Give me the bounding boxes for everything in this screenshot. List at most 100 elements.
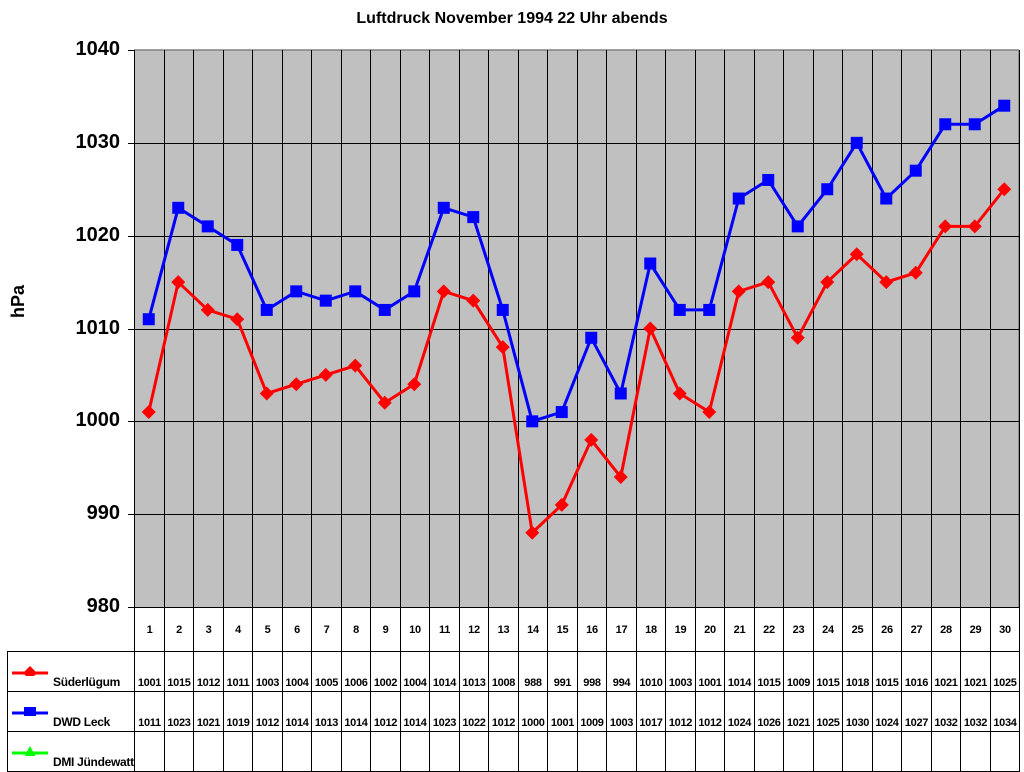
data-cell: 1025: [990, 651, 1020, 692]
x-category-label: 26: [872, 607, 902, 652]
data-cell: [459, 731, 489, 772]
series-dwd-leck: [142, 99, 1011, 428]
data-cell: [813, 731, 843, 772]
chart-title: Luftdruck November 1994 22 Uhr abends: [356, 10, 668, 27]
x-category-label: 14: [518, 607, 548, 652]
data-cell: 1003: [665, 651, 696, 692]
data-cell: 1032: [931, 691, 961, 732]
data-cell: 1017: [636, 691, 666, 732]
data-cell: 1014: [724, 651, 755, 692]
x-category-label: 5: [252, 607, 283, 652]
data-cell: 1019: [223, 691, 253, 732]
data-cell: [311, 731, 342, 772]
data-cell: 1012: [695, 691, 725, 732]
x-category-label: 29: [960, 607, 991, 652]
x-category-label: 1: [134, 607, 165, 652]
data-cell: 1024: [724, 691, 755, 732]
data-cell: 1001: [134, 651, 165, 692]
data-cell: 1014: [429, 651, 460, 692]
x-category-label: 4: [223, 607, 253, 652]
data-cell: 1023: [429, 691, 460, 732]
data-cell: [636, 731, 666, 772]
table-row: DMI Jündewatt: [7, 731, 1020, 772]
y-tick-label: 990: [86, 502, 120, 525]
data-cell: 1021: [960, 651, 991, 692]
data-cell: [872, 731, 902, 772]
x-category-label: 18: [636, 607, 666, 652]
data-cell: 1001: [695, 651, 725, 692]
data-cell: 1010: [636, 651, 666, 692]
data-cell: [931, 731, 961, 772]
data-cell: [193, 731, 224, 772]
x-category-label: 15: [547, 607, 578, 652]
data-cell: 1009: [783, 651, 814, 692]
data-cell: 1014: [282, 691, 312, 732]
data-cell: 1022: [459, 691, 489, 732]
data-cell: 1026: [754, 691, 784, 732]
y-tick-label: 1000: [75, 409, 121, 432]
data-cell: [901, 731, 932, 772]
data-cell: 1030: [842, 691, 873, 732]
data-cell: [842, 731, 873, 772]
legend-entry: Süderlügum: [7, 651, 135, 692]
legend-label: DWD Leck: [53, 715, 110, 729]
data-cell: [341, 731, 371, 772]
y-tick-label: 1020: [75, 223, 121, 246]
legend-entry: DMI Jündewatt: [7, 731, 135, 772]
x-category-label: 27: [901, 607, 932, 652]
data-cell: 1014: [341, 691, 371, 732]
data-cell: 1013: [459, 651, 489, 692]
x-category-label: 23: [783, 607, 814, 652]
data-cell: 1021: [193, 691, 224, 732]
y-tick-mark: [128, 421, 134, 422]
data-cell: 1008: [488, 651, 519, 692]
data-cell: 1006: [341, 651, 371, 692]
data-table: 1 2 3 4 5 6 7 8 9 10 11 12 13 14 15 16 17 18 19 20 21 22 23 24 2…: [7, 607, 1020, 772]
data-cell: 1027: [901, 691, 932, 732]
series-süderlügum: [141, 182, 1012, 540]
x-category-label: 7: [311, 607, 342, 652]
data-cell: [252, 731, 283, 772]
x-category-label: 2: [164, 607, 194, 652]
data-cell: [783, 731, 814, 772]
x-category-label: 8: [341, 607, 371, 652]
data-cell: [400, 731, 430, 772]
x-category-label: 6: [282, 607, 312, 652]
y-tick-mark: [128, 50, 134, 51]
data-cell: 1012: [252, 691, 283, 732]
data-cell: 1000: [518, 691, 548, 732]
y-tick-label: 1010: [75, 316, 121, 339]
x-category-label: 21: [724, 607, 755, 652]
data-cell: [665, 731, 696, 772]
data-cell: [223, 731, 253, 772]
data-cell: [606, 731, 637, 772]
table-corner: [7, 607, 135, 652]
data-cell: [960, 731, 991, 772]
legend-label: Süderlügum: [53, 675, 121, 689]
data-cell: [724, 731, 755, 772]
data-cell: 1024: [872, 691, 902, 732]
x-category-label: 30: [990, 607, 1020, 652]
data-cell: [990, 731, 1020, 772]
x-category-label: 25: [842, 607, 873, 652]
data-cell: 1034: [990, 691, 1020, 732]
data-cell: 1023: [164, 691, 194, 732]
data-cell: 1021: [783, 691, 814, 732]
data-cell: [488, 731, 519, 772]
data-cell: 1005: [311, 651, 342, 692]
data-cell: 1003: [252, 651, 283, 692]
square-marker-icon: [12, 707, 48, 716]
legend-entry: DWD Leck: [7, 691, 135, 732]
data-cell: 1014: [400, 691, 430, 732]
data-cell: 1011: [134, 691, 165, 732]
table-row: Süderlügum 1001 1015 1012 1011 1003 1004 1005 10…: [7, 651, 1020, 692]
x-category-label: 10: [400, 607, 430, 652]
x-category-label: 13: [488, 607, 519, 652]
data-cell: [134, 731, 165, 772]
triangle-marker-icon: [12, 746, 48, 756]
data-cell: 1016: [901, 651, 932, 692]
y-tick-mark: [128, 514, 134, 515]
data-cell: 1012: [665, 691, 696, 732]
data-cell: 1032: [960, 691, 991, 732]
